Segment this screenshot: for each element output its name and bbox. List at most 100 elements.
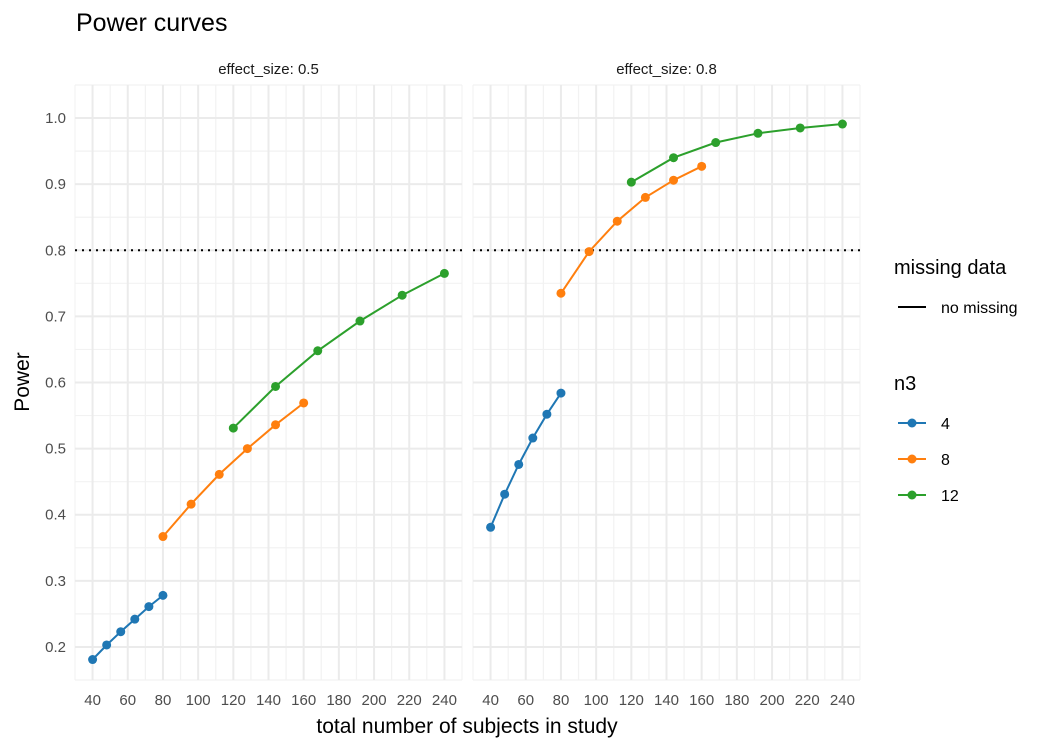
series-n3-12 <box>626 119 847 187</box>
legend-missing-data: missing data no missing <box>894 257 1017 317</box>
y-tick-label: 0.2 <box>45 639 66 656</box>
data-point <box>584 247 594 257</box>
x-tick-label: 120 <box>221 692 246 709</box>
data-point <box>186 499 196 509</box>
data-point <box>626 177 636 187</box>
legend-n3-key-point <box>907 418 917 428</box>
legend-n3-key-point <box>907 490 917 500</box>
x-tick-label: 200 <box>362 692 387 709</box>
data-point <box>158 590 168 600</box>
x-tick-label: 60 <box>119 692 136 709</box>
data-point <box>528 433 538 443</box>
data-point <box>556 288 566 298</box>
x-tick-label: 140 <box>654 692 679 709</box>
x-tick-label: 140 <box>256 692 281 709</box>
x-tick-label: 180 <box>326 692 351 709</box>
data-point <box>88 655 98 665</box>
legend-missing-data-title: missing data <box>894 257 1007 279</box>
data-point <box>795 123 805 133</box>
legend-n3-label-4: 4 <box>941 416 950 433</box>
series-line <box>560 165 703 294</box>
y-tick-label: 0.8 <box>45 242 66 259</box>
y-tick-label: 0.9 <box>45 176 66 193</box>
data-point <box>242 444 252 454</box>
data-point <box>271 420 281 430</box>
legend-n3-label-12: 12 <box>941 488 959 505</box>
y-tick-label: 1.0 <box>45 110 66 127</box>
y-axis-label: Power <box>11 352 34 412</box>
facet-strip-label: effect_size: 0.8 <box>616 61 717 78</box>
x-tick-label: 240 <box>830 692 855 709</box>
legend-n3-title: n3 <box>894 373 916 395</box>
data-point <box>130 614 140 624</box>
data-point <box>116 627 126 637</box>
legend-n3: n3 4 8 12 <box>894 373 959 505</box>
data-point <box>102 640 112 650</box>
data-point <box>299 398 309 408</box>
x-tick-label: 40 <box>482 692 499 709</box>
legend-n3-key-point <box>907 454 917 464</box>
data-point <box>500 489 510 499</box>
x-axis-label: total number of subjects in study <box>316 715 618 738</box>
data-point <box>669 153 679 163</box>
x-tick-label: 80 <box>553 692 570 709</box>
data-point <box>214 469 224 479</box>
data-point <box>228 423 238 433</box>
data-point <box>355 316 365 326</box>
data-point <box>542 409 552 419</box>
y-tick-label: 0.6 <box>45 375 66 392</box>
facet-strip-label: effect_size: 0.5 <box>218 61 319 78</box>
data-point <box>612 216 622 226</box>
legend-no-missing-label: no missing <box>941 300 1017 317</box>
data-point <box>486 522 496 532</box>
data-point <box>313 346 323 356</box>
facet-panel-2: effect_size: 0.8 40 60 80 100 120 140 160 180 200… <box>472 61 861 709</box>
series-n3-8 <box>158 398 309 542</box>
x-tick-label: 120 <box>619 692 644 709</box>
series-line <box>162 402 305 538</box>
x-tick-label: 180 <box>724 692 749 709</box>
x-tick-label: 40 <box>84 692 101 709</box>
y-tick-label: 0.5 <box>45 441 66 458</box>
x-tick-label: 240 <box>432 692 457 709</box>
data-point <box>753 128 763 138</box>
data-point <box>144 602 154 612</box>
data-point <box>397 290 407 300</box>
x-tick-label: 100 <box>584 692 609 709</box>
legend-n3-label-8: 8 <box>941 452 950 469</box>
data-point <box>669 175 679 185</box>
x-tick-label: 200 <box>760 692 785 709</box>
x-tick-label: 220 <box>795 692 820 709</box>
y-tick-label: 0.4 <box>45 507 66 524</box>
series-n3-4 <box>88 590 168 665</box>
y-tick-label: 0.3 <box>45 573 66 590</box>
x-tick-label: 100 <box>186 692 211 709</box>
x-tick-label: 160 <box>689 692 714 709</box>
data-point <box>158 532 168 542</box>
legend-n3-keys <box>898 418 926 500</box>
x-tick-label: 60 <box>517 692 534 709</box>
facet-panel-1: effect_size: 0.5 40 60 80 100 120 140 160 180 200… <box>74 61 463 709</box>
x-tick-label: 160 <box>291 692 316 709</box>
data-point <box>556 388 566 398</box>
data-point <box>837 119 847 129</box>
data-point <box>439 268 449 278</box>
data-point <box>271 381 281 391</box>
data-point <box>697 161 707 171</box>
data-point <box>711 138 721 148</box>
series-n3-8 <box>556 161 707 298</box>
facet-panels: effect_size: 0.5 40 60 80 100 120 140 160 180 200… <box>45 61 861 709</box>
series-line <box>630 123 843 184</box>
x-tick-label: 220 <box>397 692 422 709</box>
chart-title: Power curves <box>76 9 227 37</box>
y-tick-label: 0.7 <box>45 308 66 325</box>
y-tick-labels: 0.2 0.3 0.4 0.5 0.6 0.7 0.8 0.9 1.0 <box>45 110 66 656</box>
data-point <box>514 459 524 469</box>
data-point <box>640 192 650 202</box>
series-line <box>232 272 445 429</box>
series-n3-4 <box>486 388 566 532</box>
x-tick-label: 80 <box>155 692 172 709</box>
series-n3-12 <box>228 268 449 433</box>
